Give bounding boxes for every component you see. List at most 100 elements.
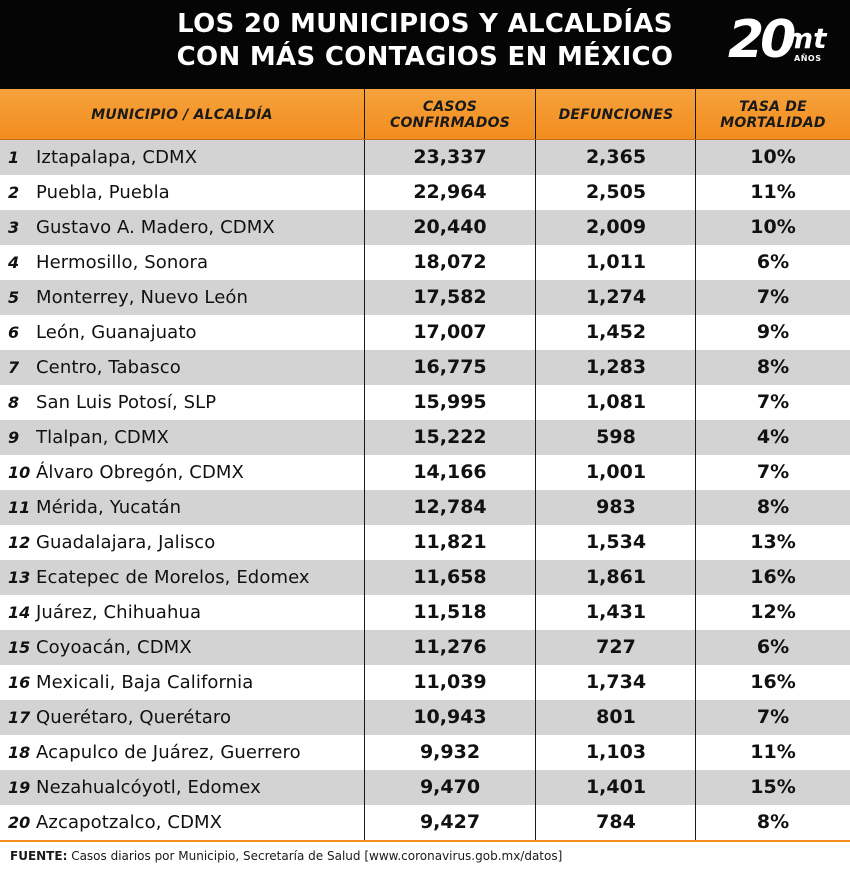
row-name: Querétaro, Querétaro — [36, 707, 232, 728]
row-name: Coyoacán, CDMX — [36, 637, 192, 658]
row-deaths: 2,009 — [585, 216, 647, 238]
table-row: 14 Juárez, Chihuahua 11,518 1,431 12% — [0, 595, 850, 630]
row-deaths: 1,534 — [585, 531, 647, 553]
row-cases: 17,582 — [413, 286, 487, 308]
row-rate: 11% — [750, 741, 796, 763]
row-cases: 15,995 — [413, 391, 487, 413]
source-citation: Casos diarios por Municipio, Secretaría … — [67, 849, 563, 863]
row-cases: 15,222 — [413, 426, 487, 448]
row-rate: 7% — [756, 391, 790, 413]
row-deaths: 784 — [596, 811, 636, 833]
row-name: Juárez, Chihuahua — [36, 602, 202, 623]
column-header-line: MORTALIDAD — [720, 114, 826, 131]
table-row: 7 Centro, Tabasco 16,775 1,283 8% — [0, 350, 850, 385]
table-header: MUNICIPIO / ALCALDÍA CASOS CONFIRMADOS DE… — [0, 89, 850, 140]
row-rate: 9% — [756, 321, 790, 343]
row-rate: 7% — [756, 286, 790, 308]
row-name: Ecatepec de Morelos, Edomex — [36, 567, 310, 588]
row-cases: 11,518 — [413, 601, 487, 623]
row-rank: 13 — [8, 568, 31, 587]
row-rate: 15% — [750, 776, 796, 798]
row-cases: 11,821 — [413, 531, 487, 553]
source-label: FUENTE: — [10, 849, 68, 863]
row-name: Tlalpan, CDMX — [36, 427, 169, 448]
row-rank: 7 — [8, 358, 20, 377]
row-rate: 6% — [756, 251, 790, 273]
table-row: 2 Puebla, Puebla 22,964 2,505 11% — [0, 175, 850, 210]
row-rank: 18 — [8, 743, 31, 762]
row-cases: 11,039 — [413, 671, 487, 693]
row-rank: 3 — [8, 218, 20, 237]
row-rank: 11 — [8, 498, 31, 517]
table-row: 19 Nezahualcóyotl, Edomex 9,470 1,401 15% — [0, 770, 850, 805]
column-header-label: DEFUNCIONES — [559, 107, 674, 123]
row-cases: 11,658 — [413, 566, 487, 588]
row-rank: 12 — [8, 533, 31, 552]
row-deaths: 2,505 — [585, 181, 647, 203]
table-row: 20 Azcapotzalco, CDMX 9,427 784 8% — [0, 805, 850, 840]
logo-number: 20 — [728, 10, 796, 70]
source-footer: FUENTE: Casos diarios por Municipio, Sec… — [0, 840, 850, 870]
brand-logo: 20 mt AÑOS — [728, 10, 828, 72]
row-deaths: 1,103 — [585, 741, 647, 763]
row-rate: 16% — [750, 566, 796, 588]
row-name: Azcapotzalco, CDMX — [36, 812, 223, 833]
row-rate: 7% — [756, 461, 790, 483]
title-line-1: LOS 20 MUNICIPIOS Y ALCALDÍAS — [177, 9, 673, 39]
table-row: 5 Monterrey, Nuevo León 17,582 1,274 7% — [0, 280, 850, 315]
row-name: Guadalajara, Jalisco — [36, 532, 216, 553]
row-deaths: 598 — [596, 426, 636, 448]
row-name: Mexicali, Baja California — [36, 672, 254, 693]
row-rank: 6 — [8, 323, 20, 342]
table-row: 18 Acapulco de Juárez, Guerrero 9,932 1,103… — [0, 735, 850, 770]
row-deaths: 1,081 — [585, 391, 647, 413]
row-rate: 10% — [750, 146, 796, 168]
logo-brand: mt — [784, 22, 827, 55]
column-header-line: TASA DE — [739, 98, 807, 115]
header-banner: LOS 20 MUNICIPIOS Y ALCALDÍAS CON MÁS CO… — [0, 0, 850, 89]
row-cases: 18,072 — [413, 251, 487, 273]
row-rate: 16% — [750, 671, 796, 693]
row-rank: 9 — [8, 428, 20, 447]
row-rank: 5 — [8, 288, 20, 307]
row-name: Hermosillo, Sonora — [36, 252, 209, 273]
row-deaths: 2,365 — [585, 146, 647, 168]
row-name: Puebla, Puebla — [36, 182, 170, 203]
table-row: 4 Hermosillo, Sonora 18,072 1,011 6% — [0, 245, 850, 280]
data-table: MUNICIPIO / ALCALDÍA CASOS CONFIRMADOS DE… — [0, 89, 850, 840]
row-rank: 15 — [8, 638, 31, 657]
row-name: Centro, Tabasco — [36, 357, 181, 378]
row-deaths: 801 — [596, 706, 636, 728]
row-cases: 9,470 — [419, 776, 481, 798]
table-row: 16 Mexicali, Baja California 11,039 1,734 16… — [0, 665, 850, 700]
row-name: Gustavo A. Madero, CDMX — [36, 217, 275, 238]
column-header-line: DEFUNCIONES — [558, 106, 674, 123]
row-rank: 4 — [8, 253, 20, 272]
row-name: Álvaro Obregón, CDMX — [36, 462, 244, 483]
table-body: 1 Iztapalapa, CDMX 23,337 2,365 10% 2 Puebla, … — [0, 140, 850, 840]
table-row: 15 Coyoacán, CDMX 11,276 727 6% — [0, 630, 850, 665]
column-header-label: MUNICIPIO / ALCALDÍA — [91, 107, 272, 123]
table-row: 3 Gustavo A. Madero, CDMX 20,440 2,009 10% — [0, 210, 850, 245]
column-header-label: CASOS CONFIRMADOS — [390, 99, 510, 131]
column-header-defunciones: DEFUNCIONES — [536, 89, 696, 140]
column-header-line: MUNICIPIO / ALCALDÍA — [91, 106, 273, 123]
row-name: Acapulco de Juárez, Guerrero — [36, 742, 301, 763]
row-deaths: 1,861 — [585, 566, 647, 588]
row-name: Monterrey, Nuevo León — [36, 287, 248, 308]
row-rate: 8% — [756, 496, 790, 518]
column-header-line: CASOS — [422, 98, 478, 115]
row-name: San Luis Potosí, SLP — [36, 392, 217, 413]
page-title: LOS 20 MUNICIPIOS Y ALCALDÍAS CON MÁS CO… — [0, 8, 850, 74]
row-deaths: 983 — [596, 496, 636, 518]
table-row: 11 Mérida, Yucatán 12,784 983 8% — [0, 490, 850, 525]
row-cases: 22,964 — [413, 181, 487, 203]
row-rate: 12% — [750, 601, 796, 623]
row-cases: 20,440 — [413, 216, 487, 238]
column-header-tasa: TASA DE MORTALIDAD — [696, 89, 850, 140]
logo-years: AÑOS — [794, 54, 822, 63]
row-deaths: 1,431 — [585, 601, 647, 623]
row-name: Mérida, Yucatán — [36, 497, 182, 518]
row-deaths: 727 — [596, 636, 636, 658]
row-rank: 14 — [8, 603, 31, 622]
